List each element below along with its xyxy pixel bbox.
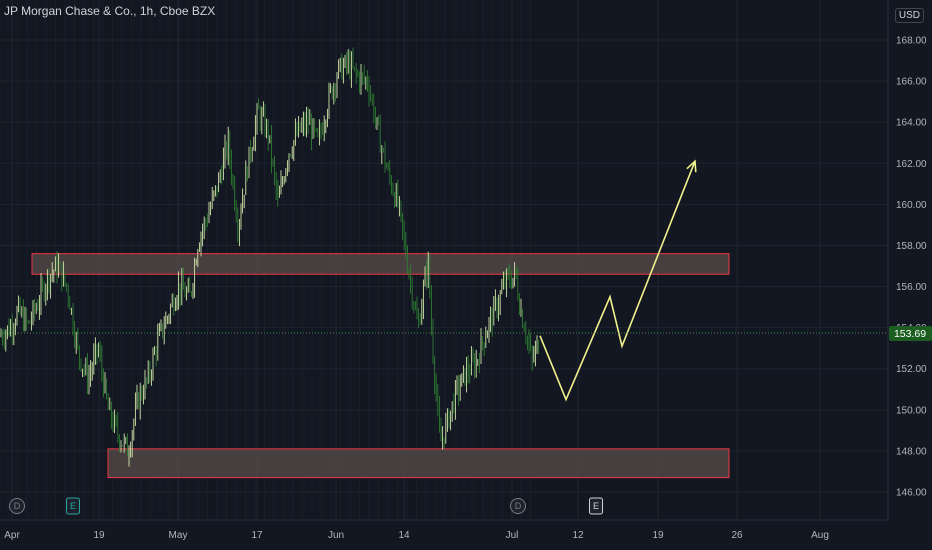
dividend-badge[interactable] [510, 498, 526, 514]
y-tick-label: 156.00 [896, 282, 927, 293]
y-tick-label: 166.00 [896, 77, 927, 88]
x-tick-label: 14 [398, 530, 410, 541]
support-zone[interactable] [107, 448, 730, 479]
y-tick-label: 160.00 [896, 200, 927, 211]
badge-label: E [593, 501, 599, 511]
y-tick-label: 152.00 [896, 364, 927, 375]
y-tick-label: 146.00 [896, 488, 927, 499]
projection [539, 159, 697, 402]
resistance-zone[interactable] [31, 253, 730, 275]
x-tick-label: 26 [731, 530, 743, 541]
last-price-tag: 153.69 [889, 326, 932, 341]
badge-label: D [14, 501, 21, 511]
candles [0, 47, 540, 467]
earnings-badge[interactable] [589, 497, 603, 515]
x-tick-label: May [169, 530, 188, 541]
chart-title: JP Morgan Chase & Co., 1h, Cboe BZX [4, 4, 216, 18]
x-tick-label: 12 [572, 530, 584, 541]
earnings-badge[interactable] [66, 497, 80, 515]
time-axis[interactable]: Apr 19 May 17 Jun 14 Jul 12 19 26 Aug [4, 530, 829, 541]
x-tick-label: 19 [93, 530, 105, 541]
x-tick-label: Apr [4, 530, 20, 541]
y-tick-label: 164.00 [896, 118, 927, 129]
x-tick-label: Jun [328, 530, 344, 541]
last-price-value: 153.69 [894, 328, 926, 340]
projection-path[interactable] [539, 160, 696, 402]
y-tick-label: 158.00 [896, 241, 927, 252]
zones [31, 253, 730, 479]
dividend-badge[interactable] [9, 498, 25, 514]
projection-arrowhead [686, 159, 697, 173]
x-tick-label: 17 [251, 530, 263, 541]
x-tick-label: 19 [652, 530, 664, 541]
y-tick-label: 148.00 [896, 446, 927, 457]
y-tick-label: 162.00 [896, 159, 927, 170]
y-tick-label: 168.00 [896, 36, 927, 47]
currency-button[interactable]: USD [894, 8, 924, 23]
x-tick-label: Aug [811, 530, 829, 541]
last-price-tag-bg [889, 326, 932, 341]
y-tick-label: 150.00 [896, 405, 927, 416]
x-tick-label: Jul [506, 530, 519, 541]
badge-label: E [70, 501, 76, 511]
badge-label: D [515, 501, 522, 511]
